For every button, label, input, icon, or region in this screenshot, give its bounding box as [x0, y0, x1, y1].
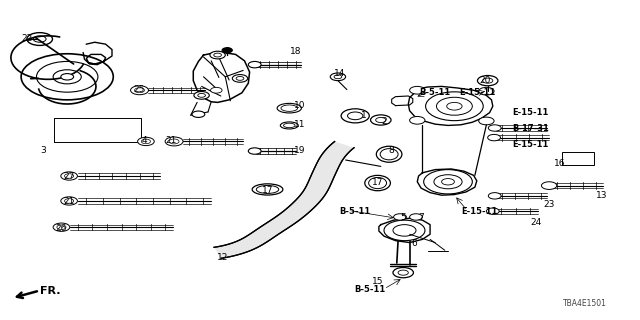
- Text: 20: 20: [479, 76, 491, 84]
- Text: B-5-11: B-5-11: [355, 285, 385, 294]
- Text: 12: 12: [217, 253, 228, 262]
- Text: 13: 13: [596, 191, 607, 200]
- Circle shape: [61, 172, 77, 180]
- Text: E-15-11: E-15-11: [512, 108, 548, 116]
- Text: 14: 14: [333, 69, 345, 78]
- Circle shape: [165, 137, 183, 146]
- Text: E-15-11: E-15-11: [461, 207, 497, 216]
- Text: B-17-31: B-17-31: [512, 124, 549, 132]
- Text: 19: 19: [294, 146, 305, 155]
- Circle shape: [371, 115, 391, 125]
- Circle shape: [134, 88, 145, 93]
- Circle shape: [488, 193, 501, 199]
- Text: 25: 25: [134, 85, 145, 94]
- Text: 21: 21: [63, 197, 75, 206]
- Circle shape: [488, 125, 501, 131]
- Text: 5: 5: [401, 213, 406, 222]
- Circle shape: [442, 179, 454, 185]
- Circle shape: [479, 117, 494, 125]
- Circle shape: [192, 111, 205, 117]
- Circle shape: [194, 92, 209, 99]
- Text: 16: 16: [554, 159, 566, 168]
- Text: 23: 23: [543, 200, 555, 209]
- Circle shape: [65, 199, 74, 203]
- FancyBboxPatch shape: [562, 152, 594, 165]
- Circle shape: [394, 214, 406, 220]
- Text: 21: 21: [166, 136, 177, 145]
- Text: 10: 10: [294, 101, 305, 110]
- Text: 22: 22: [21, 34, 33, 43]
- Circle shape: [248, 148, 261, 154]
- Text: 17: 17: [372, 178, 383, 187]
- Circle shape: [222, 48, 232, 53]
- Text: B-5-11: B-5-11: [419, 88, 451, 97]
- Circle shape: [541, 182, 557, 189]
- Text: 15: 15: [372, 277, 383, 286]
- Circle shape: [57, 225, 66, 229]
- Circle shape: [169, 139, 179, 144]
- Text: 8: 8: [389, 146, 394, 155]
- Text: 26: 26: [56, 224, 67, 233]
- Circle shape: [376, 117, 386, 123]
- Circle shape: [393, 268, 413, 278]
- Circle shape: [410, 116, 425, 124]
- Text: FR.: FR.: [40, 285, 60, 296]
- Circle shape: [486, 208, 499, 214]
- Circle shape: [410, 86, 425, 94]
- Circle shape: [447, 102, 462, 110]
- Text: 1: 1: [361, 111, 366, 120]
- Circle shape: [477, 76, 498, 86]
- Text: 24: 24: [531, 218, 542, 227]
- Text: 4: 4: [141, 136, 147, 145]
- Circle shape: [61, 74, 74, 80]
- Circle shape: [211, 87, 222, 93]
- Text: 11: 11: [294, 120, 305, 129]
- Text: 17: 17: [262, 186, 273, 195]
- Text: 9: 9: [225, 47, 230, 56]
- Text: TBA4E1501: TBA4E1501: [563, 299, 607, 308]
- Circle shape: [348, 112, 363, 120]
- Circle shape: [131, 86, 148, 95]
- Circle shape: [65, 174, 74, 178]
- Circle shape: [483, 78, 493, 83]
- Circle shape: [210, 51, 225, 59]
- Text: 3: 3: [41, 146, 46, 155]
- Circle shape: [341, 109, 369, 123]
- Circle shape: [141, 139, 150, 144]
- Circle shape: [330, 73, 346, 81]
- Text: E-15-11: E-15-11: [460, 88, 496, 97]
- Circle shape: [479, 87, 494, 95]
- Text: B-5-11: B-5-11: [339, 207, 371, 216]
- Text: 7: 7: [419, 213, 424, 222]
- Circle shape: [248, 61, 261, 68]
- Circle shape: [61, 197, 77, 205]
- Circle shape: [488, 134, 500, 141]
- Circle shape: [53, 223, 70, 231]
- Text: 2: 2: [381, 117, 387, 126]
- Circle shape: [410, 214, 422, 220]
- Text: 18: 18: [290, 47, 301, 56]
- Text: 6: 6: [412, 239, 417, 248]
- Circle shape: [232, 75, 248, 82]
- Text: 27: 27: [63, 172, 75, 180]
- Circle shape: [138, 137, 154, 146]
- Text: E-15-11: E-15-11: [512, 140, 548, 149]
- Polygon shape: [214, 141, 354, 258]
